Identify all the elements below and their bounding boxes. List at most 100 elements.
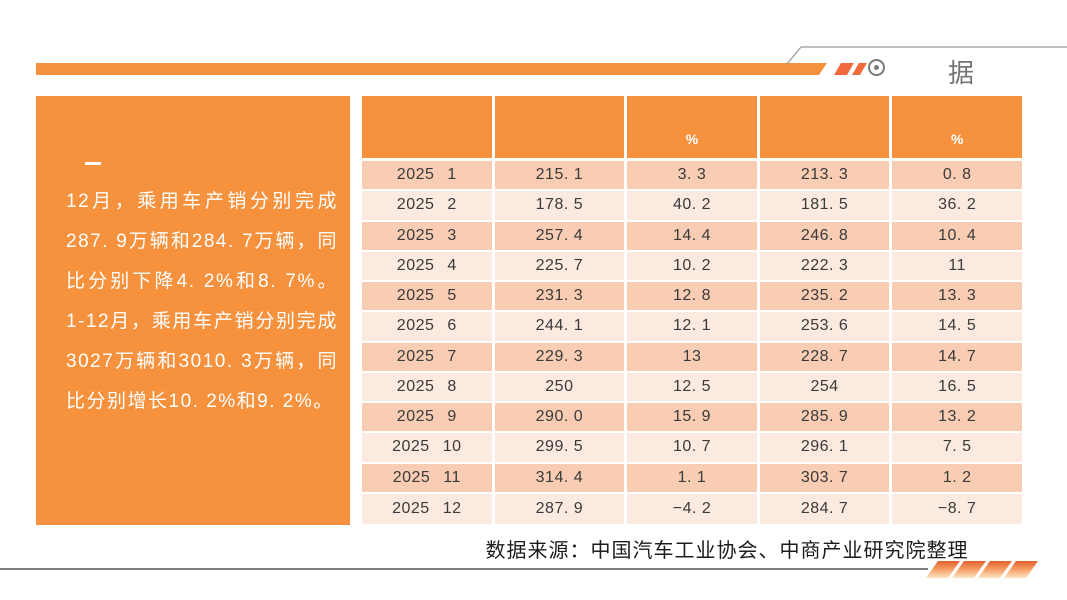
month-label: 8 xyxy=(447,377,457,395)
cell-month: 2025 3 xyxy=(362,221,495,250)
month-label: 2 xyxy=(447,196,457,214)
cell-sales: 228. 7 xyxy=(760,342,893,371)
month-label: 1 xyxy=(447,166,457,184)
table-row: 2025 4 225. 7 10. 2 222. 3 11 xyxy=(362,251,1022,282)
year-label: 2025 xyxy=(396,196,435,214)
cell-production: 287. 9 xyxy=(495,493,628,524)
cell-sales-yoy: 1. 2 xyxy=(942,468,972,486)
year-label: 2025 xyxy=(396,377,435,395)
logo-text: 据 xyxy=(948,59,977,88)
header-cell: % xyxy=(950,131,964,147)
cell-production: 299. 5 xyxy=(495,433,628,462)
cell-production: 244. 1 xyxy=(495,312,628,341)
table-body: 2025 1 215. 1 3. 3 213. 3 0. 8 2025 2 178. 5 40. … xyxy=(362,161,1022,524)
cell-sales-yoy: 10. 4 xyxy=(938,226,977,244)
year-label: 2025 xyxy=(392,438,430,456)
cell-sales: 253. 6 xyxy=(760,312,893,341)
table-row: 2025 11 314. 4 1. 1 303. 7 1. 2 xyxy=(362,463,1022,494)
cell-sales-yoy: 14. 7 xyxy=(938,347,977,365)
month-label: 11 xyxy=(443,468,461,486)
cell-production-yoy: 15. 9 xyxy=(627,403,760,432)
cell-month: 2025 4 xyxy=(362,251,495,280)
header-cell xyxy=(495,96,628,158)
cell-month: 2025 2 xyxy=(362,191,495,220)
table-row: 2025 6 244. 1 12. 1 253. 6 14. 5 xyxy=(362,312,1022,343)
year-label: 2025 xyxy=(396,226,435,244)
summary-text: 12月，乘用车产销分别完成287. 9万辆和284. 7万辆，同比分别下降4. … xyxy=(66,191,338,412)
cell-month: 2025 10 xyxy=(362,433,495,462)
cell-production-yoy: 14. 4 xyxy=(627,221,760,250)
year-label: 2025 xyxy=(396,347,435,365)
cell-production: 225. 7 xyxy=(495,251,628,280)
table-row: 2025 8 250 12. 5 254 16. 5 xyxy=(362,372,1022,403)
cell-sales: 254 xyxy=(760,372,893,401)
header-cell xyxy=(760,96,893,158)
month-label: 3 xyxy=(447,226,457,244)
circle-dot-icon xyxy=(874,65,879,70)
year-label: 2025 xyxy=(396,166,435,184)
year-label: 2025 xyxy=(392,468,431,486)
cell-month: 2025 1 xyxy=(362,161,495,190)
table-row: 2025 7 229. 3 13 228. 7 14. 7 xyxy=(362,342,1022,373)
table-row: 2025 10 299. 5 10. 7 296. 1 7. 5 xyxy=(362,433,1022,464)
month-label: 10 xyxy=(442,438,462,456)
cell-production: 290. 0 xyxy=(495,403,628,432)
month-label: 12 xyxy=(442,499,462,517)
table-header-row: %% xyxy=(362,96,1022,161)
cell-sales: 303. 7 xyxy=(760,463,893,492)
header-cell xyxy=(362,96,495,158)
cell-sales: 213. 3 xyxy=(760,161,893,190)
dash-decoration xyxy=(85,162,101,165)
cell-production: 314. 4 xyxy=(495,463,628,492)
cell-production-yoy: 12. 5 xyxy=(627,372,760,401)
cell-sales: 222. 3 xyxy=(760,251,893,280)
cell-production: 178. 5 xyxy=(495,191,628,220)
cell-sales-yoy: 7. 5 xyxy=(942,438,972,456)
cell-month: 2025 9 xyxy=(362,403,495,432)
top-border-line xyxy=(786,46,1067,65)
table-row: 2025 12 287. 9 −4. 2 284. 7 −8. 7 xyxy=(362,493,1022,524)
table-row: 2025 9 290. 0 15. 9 285. 9 13. 2 xyxy=(362,403,1022,434)
cell-production-yoy: 13 xyxy=(627,342,760,371)
cell-production: 229. 3 xyxy=(495,342,628,371)
cell-month: 2025 5 xyxy=(362,282,495,311)
cell-month: 2025 8 xyxy=(362,372,495,401)
cell-sales: 296. 1 xyxy=(760,433,893,462)
month-label: 7 xyxy=(447,347,457,365)
target-circle-icon xyxy=(868,59,885,76)
cell-sales-yoy: 0. 8 xyxy=(942,166,972,184)
cell-sales-yoy: 14. 5 xyxy=(938,317,977,335)
cell-month: 2025 11 xyxy=(362,463,495,492)
cell-production: 231. 3 xyxy=(495,282,628,311)
month-label: 9 xyxy=(447,408,457,426)
cell-month: 2025 6 xyxy=(362,312,495,341)
cell-sales-yoy: 13. 2 xyxy=(938,408,977,426)
cell-production: 215. 1 xyxy=(495,161,628,190)
cell-month: 2025 7 xyxy=(362,342,495,371)
bottom-slash-decorations xyxy=(926,561,1038,578)
cell-production-yoy: 12. 1 xyxy=(627,312,760,341)
table-row: 2025 3 257. 4 14. 4 246. 8 10. 4 xyxy=(362,221,1022,252)
cell-sales: 235. 2 xyxy=(760,282,893,311)
cell-sales-yoy: 16. 5 xyxy=(938,377,977,395)
table-row: 2025 5 231. 3 12. 8 235. 2 13. 3 xyxy=(362,282,1022,313)
cell-sales-yoy: 11 xyxy=(948,256,966,274)
cell-sales: 246. 8 xyxy=(760,221,893,250)
cell-production-yoy: 3. 3 xyxy=(627,161,760,190)
cell-production: 257. 4 xyxy=(495,221,628,250)
cell-sales-yoy: 13. 3 xyxy=(938,287,977,305)
cell-production-yoy: 10. 2 xyxy=(627,251,760,280)
cell-sales-yoy: −8. 7 xyxy=(937,499,977,517)
cell-month: 2025 12 xyxy=(362,493,495,524)
cell-sales: 284. 7 xyxy=(760,493,893,524)
year-label: 2025 xyxy=(396,256,435,274)
cell-sales: 181. 5 xyxy=(760,191,893,220)
cell-production-yoy: −4. 2 xyxy=(627,493,760,524)
table-row: 2025 1 215. 1 3. 3 213. 3 0. 8 xyxy=(362,161,1022,192)
cell-production-yoy: 40. 2 xyxy=(627,191,760,220)
month-label: 5 xyxy=(447,287,457,305)
top-accent-bar xyxy=(36,63,827,75)
data-source-caption: 数据来源：中国汽车工业协会、中商产业研究院整理 xyxy=(485,540,969,562)
